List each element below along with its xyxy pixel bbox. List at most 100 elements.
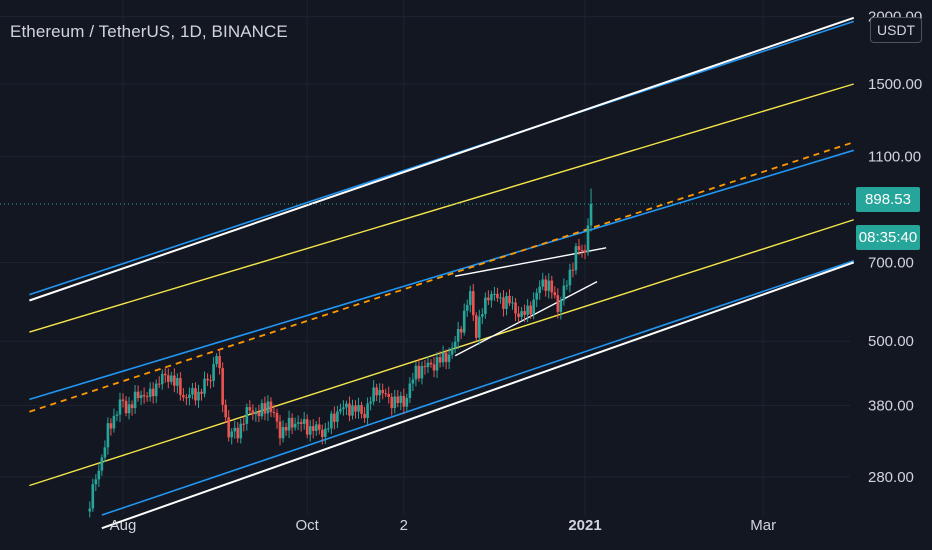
candle	[553, 286, 557, 299]
candle-body	[535, 292, 538, 300]
trend-line-wedge-upper	[455, 247, 607, 277]
candle-body	[478, 316, 481, 338]
candle-body	[345, 403, 348, 408]
candle	[97, 463, 101, 487]
candle	[305, 414, 309, 439]
candle	[568, 263, 572, 293]
candle-body	[453, 341, 457, 348]
candle-body	[538, 286, 542, 293]
candle-body	[562, 285, 566, 301]
candles	[88, 188, 593, 518]
candle	[209, 374, 212, 389]
candle-body	[396, 396, 400, 404]
candle-body	[381, 389, 384, 394]
candle	[390, 392, 394, 416]
candle	[384, 388, 388, 398]
candle-body	[450, 347, 454, 355]
candle-body	[330, 413, 333, 429]
candle	[157, 376, 161, 389]
candle-body	[151, 388, 155, 397]
candle-body	[236, 427, 240, 439]
time-axis-label: Aug	[110, 517, 137, 534]
candle-body	[574, 246, 578, 271]
candle-body	[218, 356, 221, 369]
candle	[154, 379, 158, 404]
candle-body	[532, 299, 535, 315]
candle	[91, 478, 95, 512]
candle-body	[553, 292, 557, 296]
candle-body	[360, 405, 363, 414]
candle-body	[369, 401, 372, 404]
currency-button[interactable]: USDT	[870, 17, 923, 43]
candle-body	[260, 403, 264, 417]
last-price-tag: 898.53	[856, 187, 920, 212]
candle	[538, 280, 542, 300]
candle	[170, 371, 173, 385]
candle-body	[529, 305, 532, 315]
candle-body	[372, 387, 375, 402]
candle-body	[526, 305, 529, 315]
candle	[115, 411, 119, 422]
candle-body	[426, 362, 430, 368]
candle	[481, 308, 484, 325]
candle-body	[487, 297, 490, 301]
candle-body	[348, 403, 351, 416]
candle	[496, 287, 499, 302]
candle	[327, 421, 330, 433]
time-axis-label: Mar	[750, 517, 776, 534]
candle-body	[248, 407, 252, 411]
candle-body	[520, 311, 523, 317]
candle-body	[387, 393, 391, 397]
candle	[263, 396, 267, 421]
candle-body	[333, 413, 336, 422]
candle	[281, 420, 285, 443]
candle-body	[230, 431, 234, 438]
candle-body	[375, 387, 378, 396]
candle-body	[266, 401, 270, 414]
candle-body	[251, 410, 255, 415]
candle	[478, 309, 481, 345]
candle	[299, 418, 303, 432]
candle-body	[324, 428, 327, 437]
price-axis-label: 500.00	[868, 333, 914, 350]
candle	[556, 288, 560, 319]
trend-line-wedge-lower	[454, 280, 598, 357]
candle-body	[399, 395, 403, 404]
candle	[562, 278, 566, 306]
candle-body	[505, 295, 508, 309]
candle	[517, 306, 520, 323]
candle	[121, 393, 125, 408]
candle	[233, 420, 237, 439]
candle-body	[160, 373, 164, 385]
symbol-title[interactable]: Ethereum / TetherUS, 1D, BINANCE	[10, 22, 288, 41]
candle-body	[414, 365, 418, 380]
candle	[417, 358, 421, 382]
candle	[363, 406, 366, 423]
candle	[148, 382, 152, 402]
candle	[124, 396, 128, 417]
candle	[324, 422, 327, 444]
candle	[420, 361, 424, 385]
candle-body	[100, 457, 104, 471]
candle-body	[408, 383, 412, 398]
candle	[257, 404, 261, 423]
candle	[493, 286, 496, 301]
candle	[302, 411, 306, 430]
candle	[520, 307, 523, 321]
candle-body	[88, 508, 92, 512]
candle-body	[511, 302, 514, 304]
candle	[366, 397, 369, 426]
candle-body	[254, 412, 258, 415]
candle-body	[544, 279, 548, 291]
candle	[471, 283, 475, 322]
candle-body	[296, 422, 300, 424]
candle-body	[206, 378, 209, 381]
candle	[468, 285, 472, 313]
candle	[396, 390, 400, 408]
candle	[320, 424, 324, 445]
candle-body	[438, 357, 442, 363]
candle	[459, 326, 463, 340]
candle-body	[484, 297, 487, 315]
